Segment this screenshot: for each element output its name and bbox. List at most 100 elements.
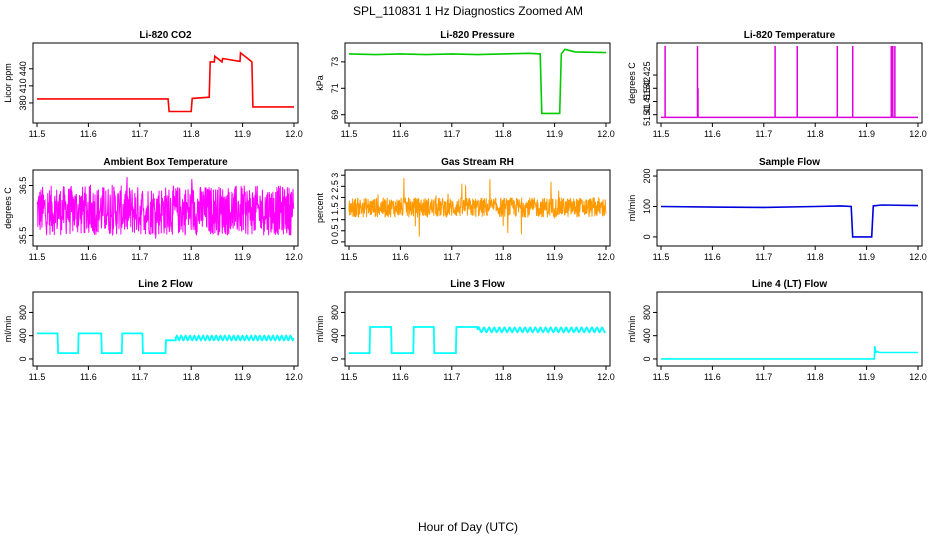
y-tick-label: 3	[330, 173, 340, 178]
x-tick-label: 11.5	[341, 252, 358, 262]
x-tick-label: 11.8	[183, 372, 200, 382]
x-tick-label: 11.8	[495, 129, 512, 139]
plot-frame	[32, 169, 299, 247]
series-line	[37, 332, 295, 354]
x-tick-label: 11.8	[183, 129, 200, 139]
y-tick-label: 400	[18, 328, 28, 343]
panel-8: Line 4 (LT) Flow 11.5 11.6 11.7 11.8 11.9 12.0…	[627, 279, 927, 382]
y-tick-label: 2	[330, 195, 340, 200]
x-tick-label: 11.9	[546, 372, 563, 382]
y-tick-label: 2.5	[330, 180, 340, 193]
x-tick-label: 11.5	[341, 129, 358, 139]
x-tick-label: 11.5	[653, 252, 670, 262]
plot-frame	[656, 291, 923, 367]
series-line	[660, 204, 919, 238]
series-line	[348, 177, 607, 237]
panel-title: Sample Flow	[759, 157, 820, 168]
y-tick-label: 400	[642, 328, 652, 343]
y-tick-label: 380	[18, 95, 28, 110]
x-tick-label: 11.6	[392, 129, 409, 139]
x-tick-label: 11.5	[653, 372, 670, 382]
x-tick-label: 11.5	[653, 129, 670, 139]
x-tick-label: 11.6	[392, 372, 409, 382]
x-tick-label: 11.8	[807, 129, 824, 139]
panel-title: Ambient Box Temperature	[103, 157, 228, 168]
x-tick-label: 11.9	[546, 129, 563, 139]
y-axis-label: ml/min	[627, 316, 637, 343]
x-tick-label: 11.8	[807, 252, 824, 262]
y-axis-label: ml/min	[315, 316, 325, 343]
x-tick-label: 11.9	[858, 129, 875, 139]
x-tick-label: 12.0	[909, 252, 927, 262]
x-tick-label: 12.0	[285, 129, 303, 139]
x-tick-label: 11.5	[29, 252, 46, 262]
panel-title: Line 4 (LT) Flow	[752, 279, 828, 290]
series-line	[349, 326, 607, 354]
x-tick-label: 11.7	[755, 372, 772, 382]
x-tick-label: 11.6	[80, 252, 97, 262]
x-tick-label: 11.9	[858, 372, 875, 382]
x-tick-label: 11.6	[704, 372, 721, 382]
plot-frame	[32, 42, 299, 124]
x-tick-label: 11.8	[807, 372, 824, 382]
panel-title: Line 2 Flow	[138, 279, 193, 290]
x-tick-label: 11.7	[131, 372, 148, 382]
x-tick-label: 11.6	[80, 129, 97, 139]
x-tick-label: 11.7	[131, 252, 148, 262]
panel-5: Sample Flow 11.5 11.6 11.7 11.8 11.9 12.0 0 100 2…	[627, 157, 927, 262]
plot-frame	[656, 169, 923, 247]
series-line	[348, 48, 607, 115]
y-tick-label: 0	[18, 356, 28, 361]
x-tick-label: 11.5	[29, 372, 46, 382]
y-tick-label: 71	[330, 83, 340, 93]
panel-7: Line 3 Flow 11.5 11.6 11.7 11.8 11.9 12.0 0 400 8…	[315, 279, 615, 382]
y-axis-label: percent	[315, 192, 325, 223]
x-tick-label: 11.7	[443, 129, 460, 139]
x-tick-label: 11.9	[858, 252, 875, 262]
x-tick-label: 11.6	[704, 129, 721, 139]
y-tick-label: 35.5	[18, 227, 28, 245]
y-tick-label: 51.42	[642, 77, 652, 100]
plot-frame	[344, 42, 611, 124]
x-tick-label: 12.0	[597, 252, 615, 262]
y-tick-label: 0	[330, 356, 340, 361]
y-tick-label: 0	[642, 234, 652, 239]
series-line	[36, 177, 295, 239]
y-axis-label: Licor ppm	[3, 63, 13, 103]
panel-6: Line 2 Flow 11.5 11.6 11.7 11.8 11.9 12.0 0 400 8…	[3, 279, 303, 382]
y-tick-label: 36.5	[18, 177, 28, 195]
x-tick-label: 11.6	[704, 252, 721, 262]
x-tick-label: 11.8	[183, 252, 200, 262]
panel-0: Li-820 CO2 11.5 11.6 11.7 11.8 11.9 12.0 380 410…	[3, 30, 303, 139]
x-tick-label: 11.9	[234, 372, 251, 382]
y-tick-label: 0.5	[330, 225, 340, 238]
x-tick-label: 11.6	[392, 252, 409, 262]
plot-frame	[344, 291, 611, 367]
figure-title: SPL_110831 1 Hz Diagnostics Zoomed AM	[353, 4, 583, 18]
x-tick-label: 11.7	[755, 252, 772, 262]
x-tick-label: 11.8	[495, 372, 512, 382]
x-tick-label: 11.8	[495, 252, 512, 262]
panel-2: Li-820 Temperature 11.5 11.6 11.7 11.8 11.9 12…	[627, 30, 927, 139]
x-tick-label: 11.7	[755, 129, 772, 139]
x-tick-label: 12.0	[285, 372, 303, 382]
plot-frame	[656, 42, 923, 124]
x-tick-label: 11.5	[29, 129, 46, 139]
panel-title: Li-820 Temperature	[744, 30, 836, 41]
y-tick-label: 0	[642, 356, 652, 361]
y-tick-label: 1.5	[330, 202, 340, 215]
panel-3: Ambient Box Temperature 11.5 11.6 11.7 11.8 1…	[3, 157, 303, 262]
y-tick-label: 69	[330, 110, 340, 120]
x-tick-label: 12.0	[909, 129, 927, 139]
plot-frame	[32, 291, 299, 367]
y-tick-label: 800	[642, 305, 652, 320]
x-tick-label: 11.9	[546, 252, 563, 262]
y-axis-label: degrees C	[3, 187, 13, 229]
y-tick-label: 200	[642, 169, 652, 184]
y-tick-label: 0	[330, 239, 340, 244]
x-tick-label: 11.6	[80, 372, 97, 382]
panel-1: Li-820 Pressure 11.5 11.6 11.7 11.8 11.9 12.0 6…	[315, 30, 615, 139]
